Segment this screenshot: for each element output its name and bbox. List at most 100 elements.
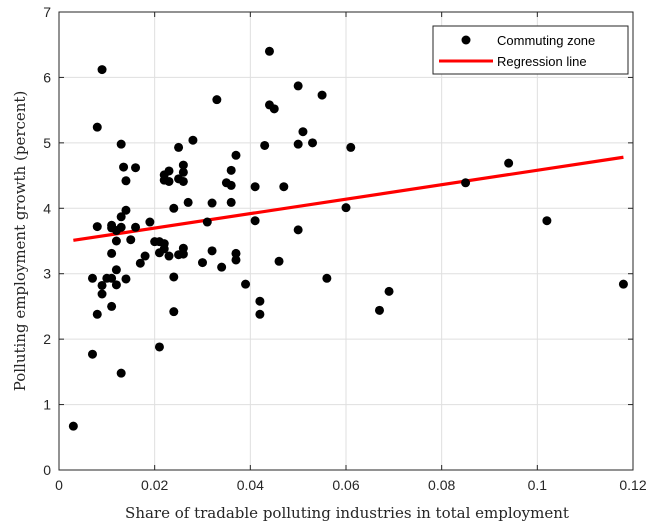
data-point-69 (231, 255, 241, 265)
y-tick-label-2: 2 (43, 331, 51, 347)
data-point-2 (87, 273, 97, 283)
data-point-24 (121, 176, 131, 186)
data-point-28 (131, 163, 141, 173)
data-point-56 (188, 135, 198, 145)
data-point-50 (178, 160, 188, 170)
data-point-22 (116, 368, 126, 378)
y-tick-label-6: 6 (43, 69, 51, 85)
data-point-86 (317, 90, 327, 100)
data-point-26 (121, 274, 131, 284)
data-point-92 (461, 178, 471, 188)
data-point-21 (116, 139, 126, 149)
data-point-54 (178, 249, 188, 259)
data-point-7 (97, 280, 107, 290)
data-point-14 (107, 248, 117, 258)
y-tick-label-0: 0 (43, 462, 51, 478)
data-point-3 (92, 309, 102, 319)
data-point-31 (140, 251, 150, 261)
data-point-87 (322, 273, 332, 283)
data-point-5 (92, 122, 102, 132)
x-tick-label-3: 0.06 (332, 477, 359, 493)
data-point-42 (164, 176, 174, 186)
x-tick-label-0: 0 (55, 477, 63, 493)
x-tick-label-6: 0.12 (619, 477, 646, 493)
data-point-16 (111, 265, 121, 275)
grid (59, 12, 633, 470)
data-point-81 (293, 81, 303, 91)
data-point-67 (231, 248, 241, 258)
data-point-85 (308, 138, 318, 148)
data-point-82 (293, 139, 303, 149)
data-point-88 (341, 203, 351, 213)
y-tick-label-3: 3 (43, 266, 51, 282)
data-point-41 (164, 166, 174, 176)
x-tick-label-1: 0.02 (141, 477, 168, 493)
data-point-74 (255, 296, 265, 306)
points-layer (68, 46, 628, 431)
data-point-29 (131, 222, 141, 232)
data-point-83 (293, 225, 303, 235)
y-axis-label: Polluting employment growth (percent) (11, 91, 29, 392)
x-tick-label-5: 0.1 (528, 477, 548, 493)
data-point-40 (159, 244, 169, 254)
data-point-68 (231, 150, 241, 160)
data-point-79 (274, 256, 284, 266)
data-point-10 (107, 273, 117, 283)
data-point-25 (121, 205, 131, 215)
legend-marker-commuting-zone (461, 35, 471, 45)
data-point-73 (255, 309, 265, 319)
data-point-20 (116, 222, 126, 232)
data-point-52 (178, 176, 188, 186)
data-point-23 (119, 162, 129, 172)
data-point-13 (107, 301, 117, 311)
data-point-48 (174, 142, 184, 152)
data-point-36 (154, 342, 164, 352)
legend-box (432, 25, 629, 75)
data-point-8 (97, 289, 107, 299)
data-point-78 (269, 104, 279, 114)
data-point-77 (264, 46, 274, 56)
data-point-94 (542, 216, 552, 226)
data-point-95 (618, 279, 628, 289)
data-point-19 (116, 212, 126, 222)
data-point-59 (207, 246, 217, 256)
data-point-75 (260, 140, 270, 150)
data-point-84 (298, 127, 308, 137)
data-point-6 (97, 65, 107, 75)
x-tick-label-2: 0.04 (237, 477, 264, 493)
data-point-1 (87, 349, 97, 359)
data-point-60 (207, 198, 217, 208)
y-tick-label-1: 1 (43, 397, 51, 413)
data-point-80 (279, 182, 289, 192)
x-tick-label-4: 0.08 (428, 477, 455, 493)
data-point-89 (346, 142, 356, 152)
data-point-4 (92, 222, 102, 232)
legend-label-regression-line: Regression line (497, 54, 587, 69)
y-tick-label-7: 7 (43, 4, 51, 20)
data-point-70 (241, 279, 251, 289)
data-point-32 (145, 217, 155, 227)
data-point-0 (68, 421, 78, 431)
data-point-66 (226, 165, 236, 175)
data-point-58 (202, 217, 212, 227)
y-tick-label-4: 4 (43, 200, 51, 216)
x-axis-label: Share of tradable polluting industries i… (125, 504, 569, 522)
data-point-93 (504, 158, 514, 168)
data-point-51 (178, 167, 188, 177)
data-point-18 (111, 280, 121, 290)
y-tick-label-5: 5 (43, 135, 51, 151)
legend-label-commuting-zone: Commuting zone (497, 33, 595, 48)
data-point-57 (198, 258, 207, 268)
data-point-62 (217, 262, 227, 272)
data-point-43 (164, 251, 174, 261)
ticks: 0 0.02 0.04 0.06 0.08 0.1 0.12 0 1 2 3 4 5 6 7 (43, 4, 647, 493)
data-point-44 (169, 203, 179, 213)
regression-layer (73, 155, 624, 242)
data-point-46 (169, 307, 179, 317)
data-point-91 (384, 286, 394, 296)
data-point-45 (169, 272, 179, 282)
data-point-72 (250, 216, 260, 226)
data-point-64 (226, 180, 236, 190)
data-point-30 (135, 258, 145, 268)
